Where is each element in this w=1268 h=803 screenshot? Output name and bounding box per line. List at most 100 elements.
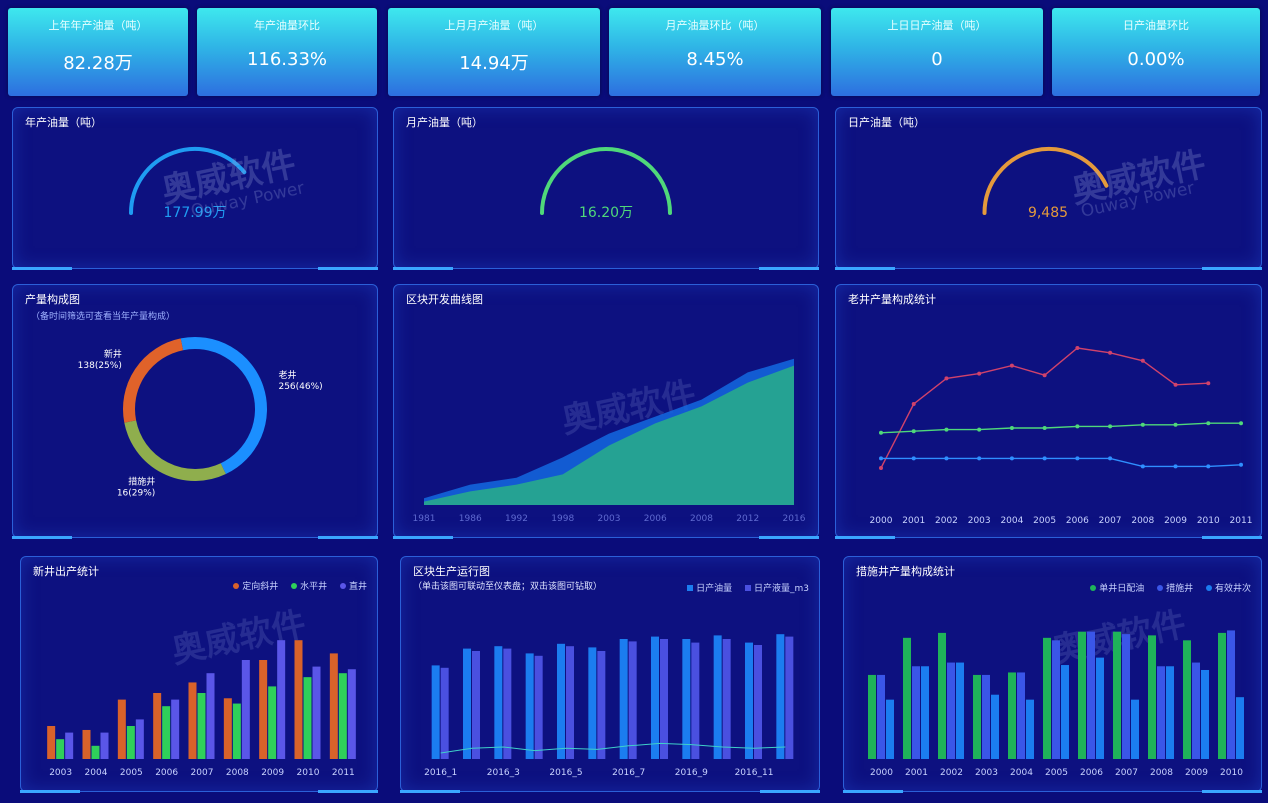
bar [903, 637, 911, 759]
line-point [1173, 382, 1178, 387]
bar [597, 651, 606, 759]
bar [1218, 632, 1226, 759]
bar [135, 719, 144, 759]
line-point [977, 371, 982, 376]
line-point [1140, 422, 1145, 427]
bar-chart[interactable]: 2003 2004 2005 2006 2007 2008 2009 2010 2011 [21, 557, 377, 791]
kpi-card-yearly-ratio[interactable]: 年产油量环比 116.33% [197, 8, 377, 96]
line-series-1 [880, 422, 1241, 434]
x-tick-label: 2002 [935, 516, 958, 526]
bar [277, 640, 286, 759]
bar [463, 648, 471, 759]
line-point [911, 402, 916, 406]
bar [776, 634, 785, 759]
bar [1096, 657, 1104, 759]
area-chart[interactable]: 1981 1986 1992 1998 2003 2006 2008 2012 2016 [394, 285, 818, 537]
kpi-card-monthly-ratio[interactable]: 月产油量环比（吨） 8.45% [609, 8, 821, 96]
bar [1017, 672, 1025, 759]
x-tick-label: 2006 [1080, 768, 1103, 778]
bar [91, 745, 100, 759]
x-tick-label: 2016_7 [612, 768, 645, 778]
line-point [1009, 363, 1014, 368]
blockop-panel[interactable]: 区块生产运行图 （单击该图可联动至仪表盘；双击该图可钻取） 日产油量 日产液量_… [400, 556, 820, 793]
area-series-0 [424, 365, 794, 505]
bar [47, 726, 56, 759]
bar [82, 729, 91, 759]
slice-name-label: 新井 [104, 348, 122, 360]
bar [206, 673, 215, 759]
panel-title: 产量构成图 [25, 293, 80, 306]
bar [329, 653, 338, 759]
bar [232, 703, 241, 759]
bar-chart[interactable]: 2000 2001 2002 2003 2004 2005 2006 2007 2008 2009… [844, 557, 1261, 791]
bar [338, 673, 347, 759]
panel-title: 老井产量构成统计 [848, 293, 936, 306]
x-tick-label: 2004 [1000, 516, 1023, 526]
x-tick-label: 2007 [191, 768, 214, 778]
bar [312, 666, 321, 759]
x-tick-label: 2004 [1010, 768, 1033, 778]
chart-legend: 定向斜井 水平井 直井 [223, 579, 367, 592]
gauge-panel-year[interactable]: 年产油量（吨） 177.99万 [12, 107, 378, 270]
donut-panel[interactable]: 产量构成图 （备时间筛选可查看当年产量构成） 老井 256(46%) 措施井 16(2… [12, 284, 378, 539]
x-tick-label: 2012 [736, 514, 759, 524]
bar [619, 639, 628, 759]
kpi-value: 8.45% [686, 49, 744, 70]
line-point [879, 430, 883, 435]
bar [259, 660, 268, 759]
kpi-card-last-year-output[interactable]: 上年年产油量（吨） 82.28万 [8, 8, 188, 96]
x-tick-label: 2001 [902, 516, 925, 526]
bar [921, 666, 929, 759]
gauge-panel-day[interactable]: 日产油量（吨） 9,485 [835, 107, 1262, 270]
legend-item: 措施井 [1166, 584, 1194, 594]
newwell-panel[interactable]: 新井出产统计 定向斜井 水平井 直井 2003 2004 2005 2006 2007 2… [20, 556, 378, 793]
bar [494, 646, 503, 759]
bar [56, 739, 65, 759]
area-panel[interactable]: 区块开发曲线图 1981 1986 1992 1998 2003 2006 2008 2012… [393, 284, 819, 539]
line-chart[interactable]: 2000 2001 2002 2003 2004 2005 2006 2007 2008 2009… [836, 285, 1261, 537]
line-point [1140, 464, 1145, 469]
x-tick-label: 2003 [975, 768, 998, 778]
bar [628, 641, 637, 759]
bar [1043, 637, 1051, 759]
bar [431, 665, 440, 759]
bar [503, 648, 512, 759]
x-tick-label: 2010 [1220, 768, 1243, 778]
bar [294, 640, 303, 759]
bar [557, 643, 565, 759]
x-tick-label: 2016_11 [735, 768, 774, 778]
bar [1201, 669, 1209, 759]
kpi-card-last-month-output[interactable]: 上月月产油量（吨） 14.94万 [388, 8, 600, 96]
slice-value-label: 16(29%) [117, 489, 155, 499]
x-tick-label: 1981 [413, 514, 436, 524]
bar [973, 674, 981, 759]
x-tick-label: 2009 [261, 768, 284, 778]
x-tick-label: 2000 [870, 516, 893, 526]
kpi-label: 上年年产油量（吨） [48, 19, 148, 32]
measure-panel[interactable]: 措施井产量构成统计 单井日配油 措施井 有效井次 2000 2001 2002 200… [843, 556, 1262, 793]
trend-line [440, 742, 786, 754]
bar [100, 732, 109, 759]
kpi-card-daily-ratio[interactable]: 日产油量环比 0.00% [1052, 8, 1260, 96]
panel-title: 措施井产量构成统计 [856, 565, 955, 578]
line-point [1239, 462, 1243, 467]
oldwell-panel[interactable]: 老井产量构成统计 2000 2001 2002 2003 2004 2005 2006 200… [835, 284, 1262, 539]
x-tick-label: 2000 [870, 768, 893, 778]
kpi-card-last-day-output[interactable]: 上日日产油量（吨） 0 [831, 8, 1043, 96]
bar [126, 726, 135, 759]
bar [1078, 631, 1086, 759]
kpi-label: 上日日产油量（吨） [887, 19, 987, 32]
x-tick-label: 2003 [49, 768, 72, 778]
bar [877, 674, 885, 759]
x-tick-label: 2006 [155, 768, 178, 778]
bar [197, 693, 206, 759]
bar [1148, 635, 1156, 759]
gauge-day: 9,485 [982, 147, 1109, 221]
legend-item: 有效井次 [1214, 584, 1251, 594]
bar-chart[interactable]: 2016_1 2016_3 2016_5 2016_7 2016_9 2016_11 [401, 557, 819, 791]
gauge-panel-month[interactable]: 月产油量（吨） 16.20万 [393, 107, 819, 270]
slice-name-label: 措施井 [128, 476, 155, 488]
x-tick-label: 1998 [551, 514, 574, 524]
bar [1183, 640, 1191, 759]
